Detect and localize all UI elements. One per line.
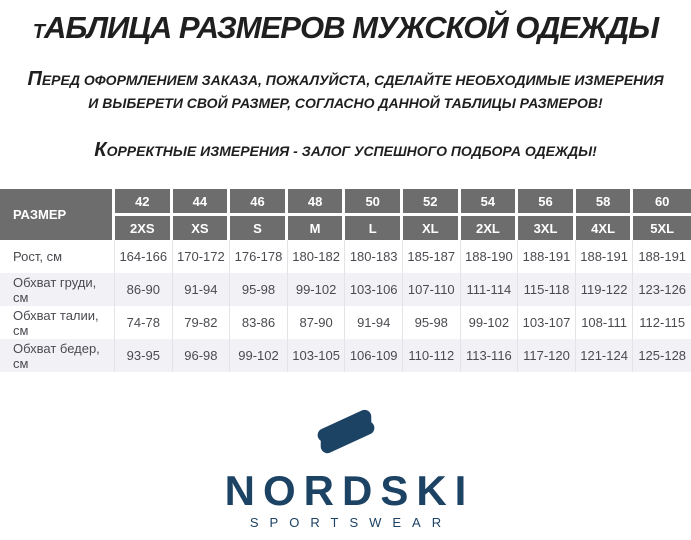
value-cell: 113-116 — [460, 339, 519, 372]
intro-line-1: ПЕРЕД ОФОРМЛЕНИЕМ ЗАКАЗА, ПОЖАЛУЙСТА, СД… — [27, 68, 664, 90]
nordski-logo: NORDSKI SPORTSWEAR — [0, 398, 691, 530]
value-cell: 125-128 — [633, 339, 691, 372]
value-cell: 95-98 — [230, 273, 288, 306]
row-label-cell: Обхват бедер, см — [0, 339, 115, 372]
size-number-cell: 58 — [575, 189, 634, 216]
value-cell: 180-183 — [345, 240, 403, 273]
value-cell: 87-90 — [287, 306, 346, 339]
value-cell: 176-178 — [230, 240, 288, 273]
value-cell: 83-86 — [230, 306, 288, 339]
size-code-cell: 3XL — [518, 216, 576, 240]
size-code-cell: L — [345, 216, 403, 240]
value-cell: 91-94 — [172, 273, 231, 306]
value-cell: 188-191 — [633, 240, 691, 273]
value-cell: 119-122 — [575, 273, 634, 306]
value-cell: 188-191 — [518, 240, 576, 273]
brand-tagline: SPORTSWEAR — [249, 515, 453, 530]
row-label-cell: Рост, см — [0, 240, 115, 273]
value-cell: 115-118 — [518, 273, 576, 306]
value-cell: 121-124 — [575, 339, 634, 372]
size-code-cell: XL — [402, 216, 461, 240]
size-code-cell: 2XS — [115, 216, 173, 240]
size-number-cell: 52 — [402, 189, 461, 216]
size-number-cell: 54 — [460, 189, 519, 216]
size-number-cell: 42 — [115, 189, 173, 216]
value-cell: 170-172 — [172, 240, 231, 273]
size-header-corner: РАЗМЕР — [0, 189, 115, 240]
value-cell: 79-82 — [172, 306, 231, 339]
size-code-cell: M — [287, 216, 346, 240]
value-cell: 99-102 — [230, 339, 288, 372]
intro-line-2: И ВЫБЕРЕТИ СВОЙ РАЗМЕР, СОГЛАСНО ДАННОЙ … — [88, 95, 603, 111]
value-cell: 123-126 — [633, 273, 691, 306]
value-cell: 188-191 — [575, 240, 634, 273]
note-text: КОРРЕКТНЫЕ ИЗМЕРЕНИЯ - ЗАЛОГ УСПЕШНОГО П… — [94, 139, 597, 161]
value-cell: 96-98 — [172, 339, 231, 372]
value-cell: 180-182 — [287, 240, 346, 273]
value-cell: 164-166 — [115, 240, 173, 273]
row-label-cell: Обхват талии, см — [0, 306, 115, 339]
value-cell: 95-98 — [402, 306, 461, 339]
size-code-cell: 4XL — [575, 216, 634, 240]
value-cell: 112-115 — [633, 306, 691, 339]
page-title: ТАБЛИЦА РАЗМЕРОВ МУЖСКОЙ ОДЕЖДЫ — [32, 10, 659, 45]
value-cell: 188-190 — [460, 240, 519, 273]
row-label-cell: Обхват груди, см — [0, 273, 115, 306]
size-number-cell: 44 — [172, 189, 231, 216]
intro-text: ПЕРЕД ОФОРМЛЕНИЕМ ЗАКАЗА, ПОЖАЛУЙСТА, СД… — [0, 68, 691, 115]
value-cell: 110-112 — [402, 339, 461, 372]
value-cell: 108-111 — [575, 306, 634, 339]
value-cell: 93-95 — [115, 339, 173, 372]
size-code-cell: XS — [172, 216, 231, 240]
value-cell: 86-90 — [115, 273, 173, 306]
brand-name: NORDSKI — [224, 467, 475, 514]
value-cell: 99-102 — [460, 306, 519, 339]
value-cell: 111-114 — [460, 273, 519, 306]
value-cell: 103-106 — [345, 273, 403, 306]
value-cell: 91-94 — [345, 306, 403, 339]
value-cell: 99-102 — [287, 273, 346, 306]
value-cell: 107-110 — [402, 273, 461, 306]
size-code-cell: 5XL — [633, 216, 691, 240]
value-cell: 106-109 — [345, 339, 403, 372]
value-cell: 185-187 — [402, 240, 461, 273]
size-number-cell: 48 — [287, 189, 346, 216]
size-table: РАЗМЕР 42 44 46 48 50 52 54 56 58 60 2XS XS S M L XL 2XL 3… — [0, 189, 691, 372]
size-number-cell: 56 — [518, 189, 576, 216]
value-cell: 74-78 — [115, 306, 173, 339]
size-number-cell: 46 — [230, 189, 288, 216]
size-number-cell: 50 — [345, 189, 403, 216]
nordski-n-icon — [317, 409, 374, 454]
value-cell: 117-120 — [518, 339, 576, 372]
size-code-cell: 2XL — [460, 216, 519, 240]
size-number-cell: 60 — [633, 189, 691, 216]
size-code-cell: S — [230, 216, 288, 240]
value-cell: 103-105 — [287, 339, 346, 372]
size-chart-page: ТАБЛИЦА РАЗМЕРОВ МУЖСКОЙ ОДЕЖДЫ ПЕРЕД ОФ… — [0, 6, 691, 540]
value-cell: 103-107 — [518, 306, 576, 339]
